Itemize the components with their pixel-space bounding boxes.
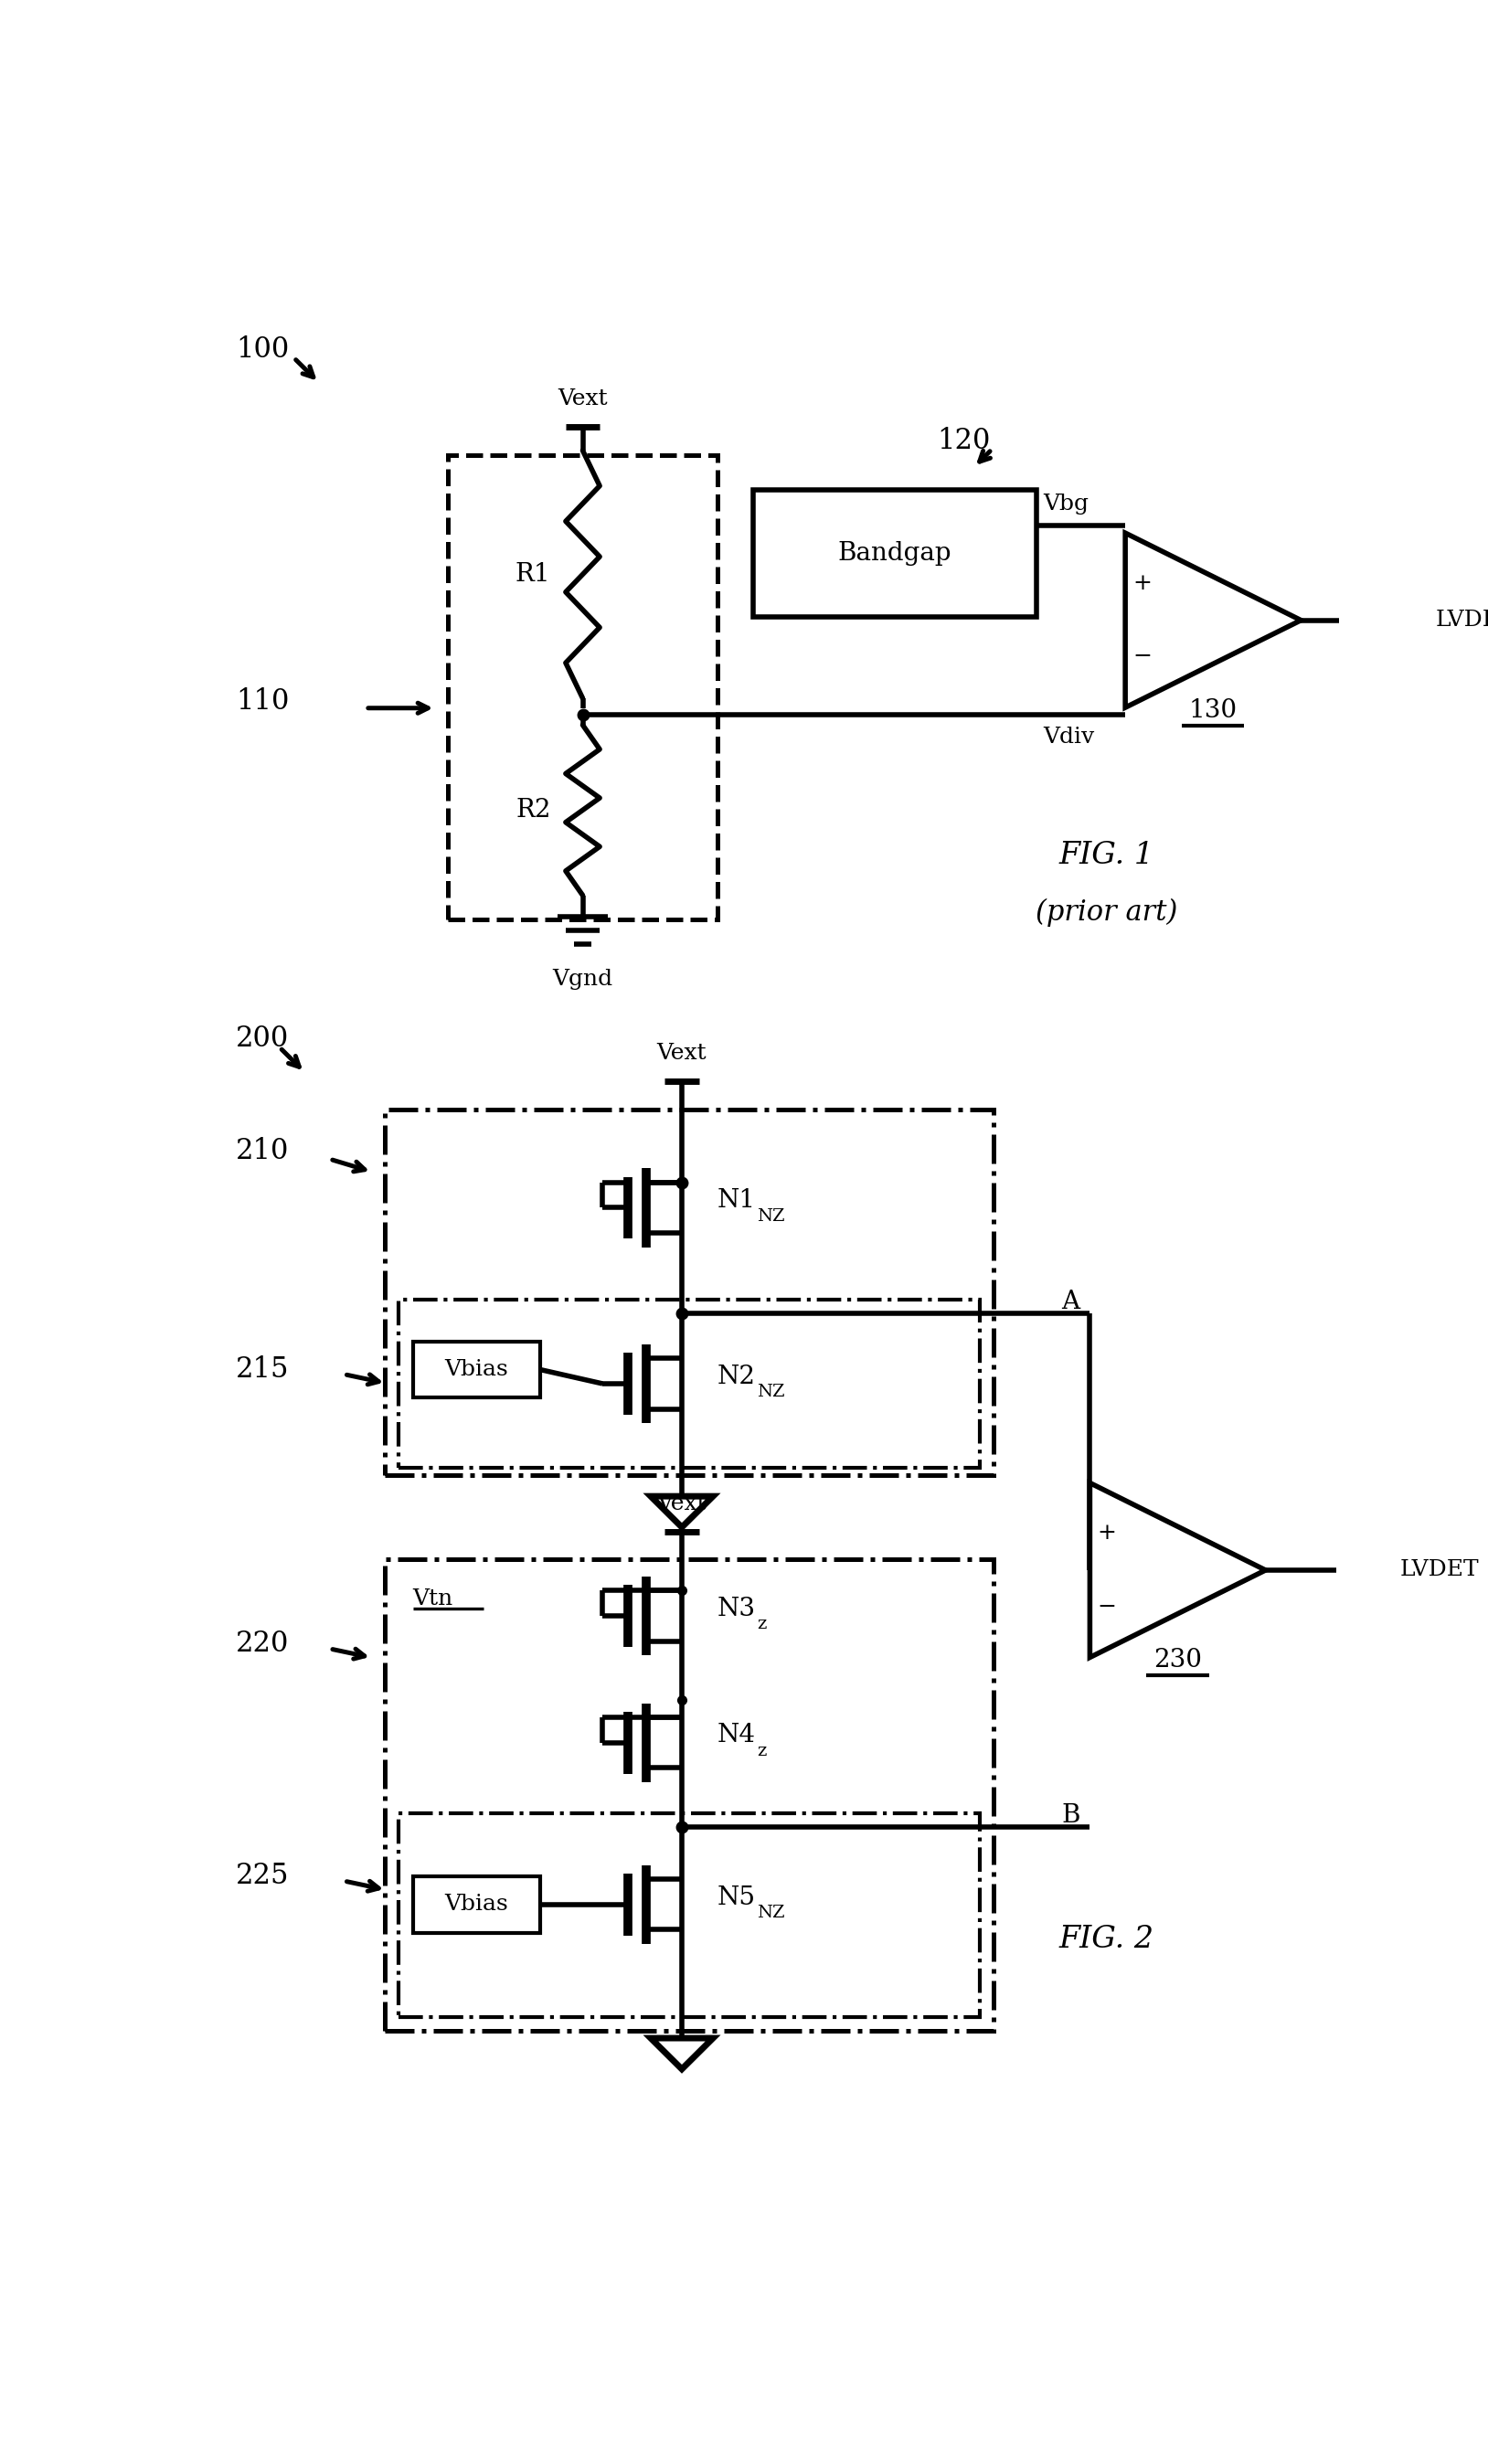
Text: 230: 230 xyxy=(1153,1648,1202,1673)
Text: N3: N3 xyxy=(717,1597,756,1621)
Bar xyxy=(384,1109,994,1476)
Text: (prior art): (prior art) xyxy=(1036,897,1178,926)
Bar xyxy=(399,1814,979,2018)
Bar xyxy=(384,1560,994,2030)
Text: +: + xyxy=(1097,1523,1116,1545)
Text: FIG. 1: FIG. 1 xyxy=(1059,840,1155,870)
Text: Vbg: Vbg xyxy=(1043,493,1089,515)
Text: N5: N5 xyxy=(717,1885,756,1910)
Text: Vext: Vext xyxy=(656,1493,707,1515)
Text: 215: 215 xyxy=(235,1355,289,1385)
Text: −: − xyxy=(1132,646,1152,668)
Text: 100: 100 xyxy=(235,335,289,362)
Text: Bandgap: Bandgap xyxy=(838,542,951,567)
Text: −: − xyxy=(1097,1597,1116,1616)
Text: Vbias: Vbias xyxy=(445,1360,509,1380)
Text: R1: R1 xyxy=(515,562,551,586)
Text: 220: 220 xyxy=(235,1629,289,1658)
Text: Vgnd: Vgnd xyxy=(552,968,613,991)
Text: NZ: NZ xyxy=(757,1207,784,1225)
Text: R2: R2 xyxy=(515,798,551,823)
Text: NZ: NZ xyxy=(757,1385,784,1400)
Text: 130: 130 xyxy=(1189,697,1238,722)
Bar xyxy=(399,1299,979,1469)
Text: 110: 110 xyxy=(235,687,289,715)
Text: LVDET: LVDET xyxy=(1436,609,1488,631)
Text: NZ: NZ xyxy=(757,1905,784,1922)
Text: Vtn: Vtn xyxy=(412,1589,454,1609)
Text: 210: 210 xyxy=(235,1138,289,1165)
Text: Vext: Vext xyxy=(558,389,607,409)
Text: Vdiv: Vdiv xyxy=(1043,727,1095,747)
Text: N2: N2 xyxy=(717,1365,756,1390)
Text: +: + xyxy=(1132,574,1152,594)
Text: A: A xyxy=(1061,1289,1080,1313)
Text: 120: 120 xyxy=(937,426,990,456)
Text: z: z xyxy=(757,1742,766,1759)
Bar xyxy=(448,456,717,919)
Text: Vext: Vext xyxy=(656,1042,707,1064)
Text: LVDET: LVDET xyxy=(1400,1560,1479,1582)
Text: B: B xyxy=(1061,1804,1080,1828)
Text: 225: 225 xyxy=(235,1863,289,1890)
Text: z: z xyxy=(757,1616,766,1634)
Text: N4: N4 xyxy=(717,1722,756,1747)
Bar xyxy=(412,1340,540,1397)
Text: FIG. 2: FIG. 2 xyxy=(1059,1924,1155,1954)
Bar xyxy=(412,1875,540,1932)
Text: 200: 200 xyxy=(235,1025,289,1052)
Text: N1: N1 xyxy=(717,1188,756,1212)
Text: Vbias: Vbias xyxy=(445,1895,509,1915)
Bar xyxy=(753,490,1036,616)
